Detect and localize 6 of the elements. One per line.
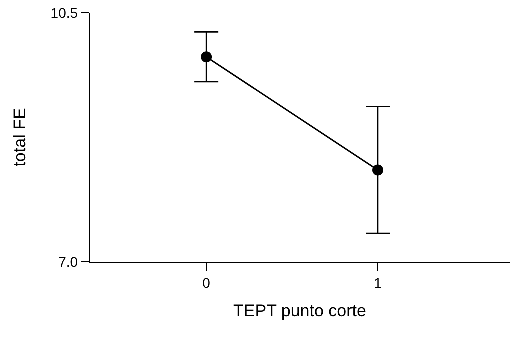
x-axis-title: TEPT punto corte: [234, 301, 366, 320]
y-axis-title: total FE: [10, 108, 30, 167]
y-tick-label: 7.0: [58, 254, 78, 270]
x-tick-label: 1: [374, 274, 382, 291]
x-tick-label: 0: [202, 274, 211, 291]
y-tick-label: 10.5: [50, 4, 78, 21]
